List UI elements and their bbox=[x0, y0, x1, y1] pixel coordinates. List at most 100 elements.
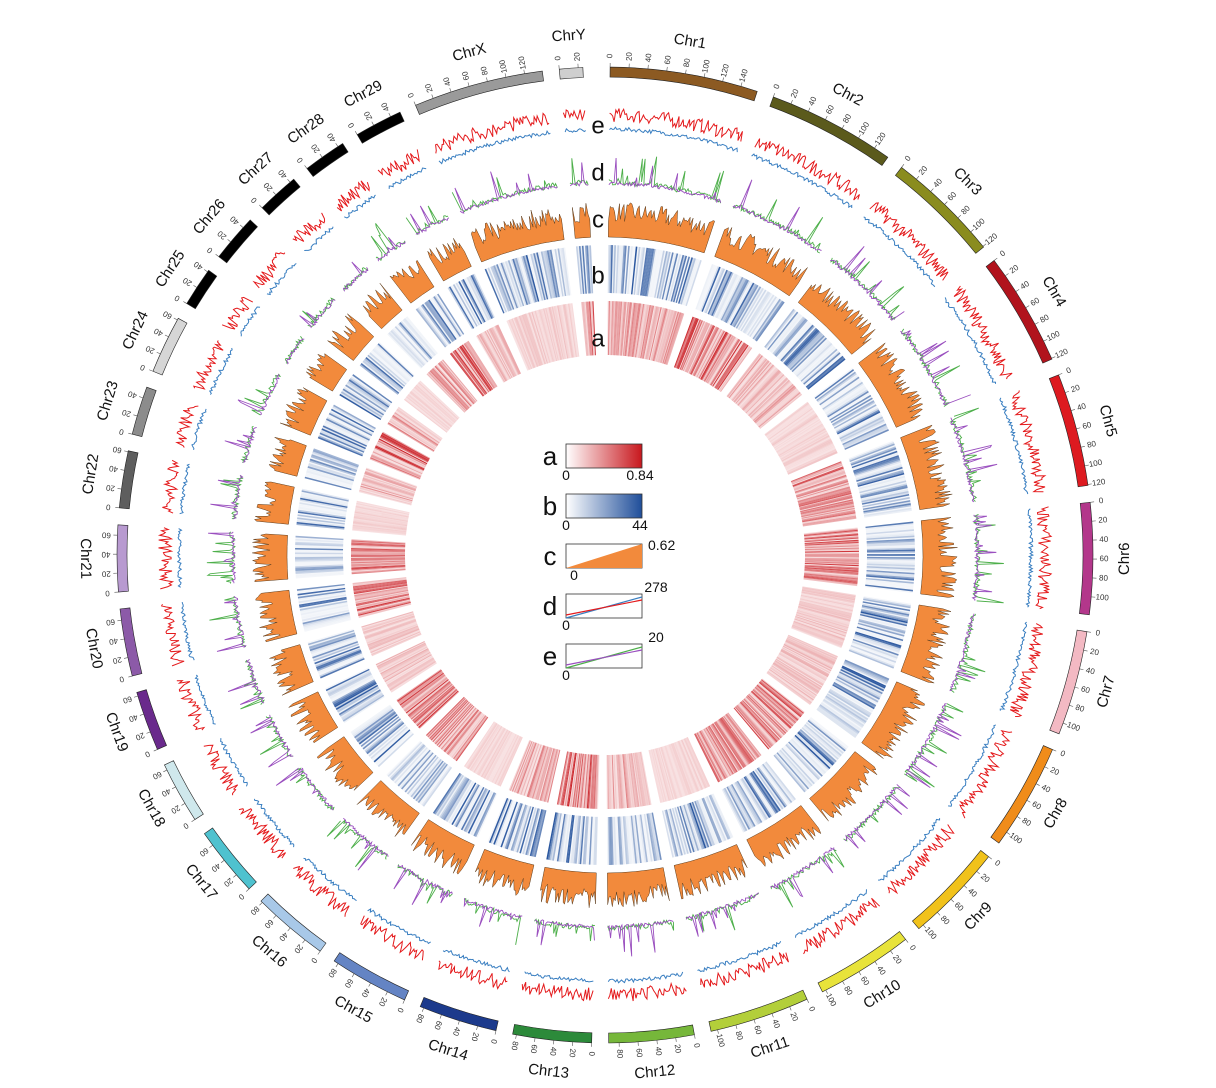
heat-cell-a bbox=[805, 554, 860, 556]
tick-label: 60 bbox=[1029, 295, 1042, 308]
heat-cell-b bbox=[444, 779, 471, 822]
heat-cell-a bbox=[770, 412, 816, 444]
heat-cell-a bbox=[700, 730, 728, 779]
tracks-layer bbox=[157, 107, 1053, 1002]
heat-cell-a bbox=[410, 683, 453, 720]
heat-cell-a bbox=[435, 365, 473, 407]
heat-cell-a bbox=[703, 728, 731, 777]
heat-cell-a bbox=[624, 753, 631, 808]
chromosome-block-chr25 bbox=[186, 269, 218, 310]
heat-cell-b bbox=[305, 473, 353, 488]
heat-cell-b bbox=[467, 789, 491, 834]
heat-cell-b bbox=[848, 649, 894, 669]
line-track-e bbox=[442, 949, 510, 973]
heat-cell-b bbox=[843, 663, 888, 685]
heat-cell-b bbox=[393, 746, 427, 783]
heat-cell-b bbox=[803, 725, 841, 758]
heat-cell-a bbox=[464, 342, 496, 389]
heat-cell-a bbox=[710, 338, 740, 386]
heat-cell-b bbox=[391, 329, 426, 366]
tick-label: 80 bbox=[682, 57, 692, 68]
area-track-c bbox=[427, 238, 472, 282]
heat-cell-a bbox=[718, 346, 751, 392]
heat-cell-a bbox=[445, 710, 481, 754]
tick-label: 0 bbox=[172, 293, 181, 303]
heat-cell-a bbox=[408, 392, 452, 429]
heat-cell-a bbox=[352, 578, 407, 587]
area-track-c bbox=[288, 691, 339, 744]
heat-cell-b bbox=[434, 295, 463, 337]
heat-cell-a bbox=[773, 662, 820, 693]
track-letter-c: c bbox=[592, 206, 604, 233]
heat-cell-b bbox=[612, 245, 616, 294]
heat-cell-b bbox=[330, 676, 374, 701]
heat-cell-b bbox=[298, 595, 347, 605]
heat-cell-a bbox=[678, 740, 700, 792]
heat-cell-b bbox=[435, 774, 463, 816]
heat-cell-b bbox=[721, 277, 745, 322]
chromosome-label-chrx: ChrX bbox=[451, 40, 488, 65]
heat-cell-a bbox=[377, 441, 427, 467]
heat-cell-b bbox=[552, 813, 562, 861]
heat-cell-b bbox=[668, 254, 682, 302]
chromosome-block-chr22 bbox=[118, 450, 139, 510]
heat-cell-a bbox=[777, 654, 826, 683]
heat-cell-b bbox=[416, 307, 448, 347]
heat-cell-a bbox=[756, 685, 798, 722]
heat-cell-a bbox=[587, 301, 593, 356]
heat-cell-a bbox=[451, 351, 486, 396]
heat-cell-b bbox=[631, 246, 638, 295]
heat-cell-a bbox=[387, 423, 435, 452]
heat-cell-a bbox=[434, 365, 472, 407]
heat-cell-b bbox=[439, 776, 467, 818]
heat-cell-b bbox=[866, 529, 915, 535]
heat-cell-a bbox=[691, 326, 717, 376]
heat-cell-b bbox=[708, 270, 730, 315]
heat-cell-a bbox=[804, 550, 859, 553]
heat-cell-b bbox=[295, 552, 344, 555]
heat-cell-a bbox=[683, 321, 707, 372]
tick-label: 80 bbox=[734, 1030, 745, 1042]
heat-cell-a bbox=[433, 702, 471, 743]
heat-cell-b bbox=[835, 408, 879, 433]
tick-mark bbox=[735, 1025, 738, 1030]
heat-cell-a bbox=[582, 301, 589, 356]
heat-cell-b bbox=[389, 743, 425, 780]
heat-cell-b bbox=[665, 253, 679, 301]
heat-cell-b bbox=[840, 419, 885, 442]
heat-cell-a bbox=[379, 436, 429, 463]
tick-mark bbox=[123, 657, 128, 659]
heat-cell-a bbox=[804, 557, 859, 560]
heat-cell-a bbox=[440, 707, 477, 750]
line-track-e bbox=[238, 808, 286, 859]
heat-cell-a bbox=[694, 327, 720, 377]
tick-mark bbox=[1051, 356, 1056, 359]
heat-cell-a bbox=[562, 304, 573, 358]
heat-cell-b bbox=[861, 493, 910, 505]
heat-cell-b bbox=[865, 580, 914, 587]
heat-cell-a bbox=[376, 642, 426, 668]
heat-cell-b bbox=[855, 630, 902, 646]
heat-cell-b bbox=[652, 250, 664, 298]
heat-cell-a bbox=[440, 360, 477, 403]
heat-cell-b bbox=[295, 543, 344, 547]
heat-cell-a bbox=[384, 654, 432, 683]
heat-cell-a bbox=[786, 637, 837, 662]
line-track-e bbox=[754, 138, 860, 201]
tick-mark bbox=[890, 950, 894, 955]
heat-cell-a bbox=[654, 748, 669, 802]
heat-cell-b bbox=[826, 389, 869, 417]
heat-cell-b bbox=[862, 599, 911, 610]
heat-cell-b bbox=[856, 626, 904, 642]
heat-cell-b bbox=[861, 606, 909, 618]
heat-cell-a bbox=[427, 698, 466, 738]
heat-cell-a bbox=[792, 465, 844, 486]
heat-cell-b bbox=[830, 396, 873, 422]
tick-label: 0 bbox=[346, 121, 356, 130]
heat-cell-a bbox=[736, 705, 773, 747]
heat-cell-b bbox=[593, 816, 597, 865]
heat-cell-a bbox=[358, 603, 412, 618]
heat-cell-b bbox=[497, 263, 516, 310]
tick-mark bbox=[317, 951, 321, 955]
tick-mark bbox=[287, 927, 291, 932]
